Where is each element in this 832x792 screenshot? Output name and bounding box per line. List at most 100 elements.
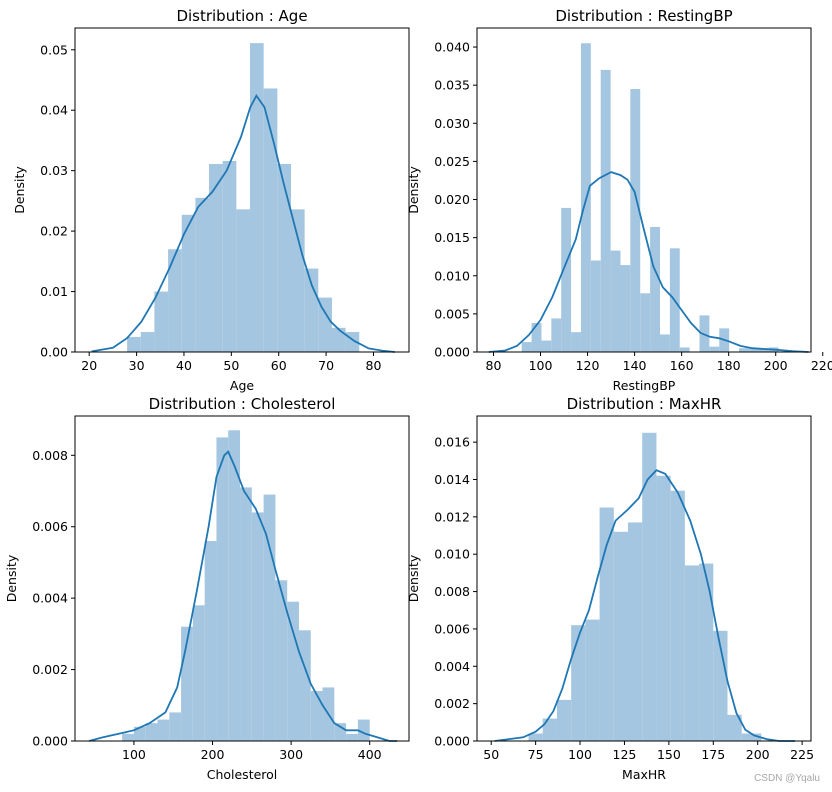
histogram-bar xyxy=(334,723,347,741)
histogram-bar xyxy=(613,531,629,741)
subplot-restingbp: 80 100 120 140 160 180 200 220 0.000 0.005 0.010 0.… xyxy=(406,7,832,393)
histogram-bar xyxy=(561,207,572,352)
histogram-bar xyxy=(310,691,323,741)
x-axis-label: RestingBP xyxy=(613,378,676,393)
histogram-bar xyxy=(154,291,169,352)
histogram-bar xyxy=(727,714,742,741)
histogram-bar xyxy=(298,630,311,741)
x-tick-label: 200 xyxy=(201,747,225,762)
x-tick-label: 50 xyxy=(483,747,499,762)
histogram-bar xyxy=(741,733,756,741)
y-tick-label: 0.000 xyxy=(434,734,470,749)
histogram-bar xyxy=(290,209,305,352)
x-tick-label: 160 xyxy=(670,358,694,373)
histogram-bar xyxy=(250,43,264,352)
x-tick-label: 140 xyxy=(623,358,647,373)
histogram-bar xyxy=(748,348,759,352)
y-tick-label: 0.035 xyxy=(434,78,470,93)
y-tick-label: 0.010 xyxy=(434,268,470,283)
histogram-bar xyxy=(133,726,146,741)
histogram-bar xyxy=(739,348,749,352)
x-tick-label: 75 xyxy=(528,747,544,762)
x-tick-label: 300 xyxy=(279,747,303,762)
x-tick-label: 80 xyxy=(366,358,382,373)
x-axis-label: MaxHR xyxy=(622,767,666,782)
axes-frame xyxy=(74,415,410,742)
y-tick-label: 0.025 xyxy=(434,154,470,169)
histogram-bar xyxy=(599,507,614,741)
y-tick-label: 0.04 xyxy=(40,103,68,118)
histogram-bar xyxy=(240,487,252,741)
x-tick-label: 100 xyxy=(122,747,146,762)
histogram-bar xyxy=(758,348,769,352)
y-tick-label: 0.014 xyxy=(434,472,470,487)
y-tick-label: 0.002 xyxy=(434,696,470,711)
axes-frame xyxy=(476,27,812,353)
histogram-bar xyxy=(670,490,685,741)
histogram-bar xyxy=(122,733,134,741)
subplot-maxhr: 50 75 100 125 150 175 200 225 0.000 0.002 0.004 0.0… xyxy=(406,395,814,782)
histogram-bar xyxy=(585,619,600,741)
y-axis-label: Density xyxy=(12,166,27,214)
y-tick-label: 0.006 xyxy=(32,519,68,534)
y-tick-label: 0.010 xyxy=(434,547,470,562)
watermark: CSDN @Yqalu xyxy=(754,773,820,784)
histogram-bar xyxy=(640,293,651,352)
x-tick-label: 70 xyxy=(318,358,334,373)
y-axis-label: Density xyxy=(406,554,421,602)
x-tick-label: 120 xyxy=(576,358,600,373)
histogram-bar xyxy=(541,340,552,352)
histogram-bar xyxy=(195,197,210,352)
histogram-bar xyxy=(157,719,170,741)
x-tick-label: 225 xyxy=(790,747,814,762)
y-tick-label: 0.015 xyxy=(434,230,470,245)
histogram-bar xyxy=(620,265,631,352)
histogram-bar xyxy=(531,323,542,352)
subplot-age: 20 30 40 50 60 70 80 0.00 0.01 0.02 0.03 0.04 0.05 Di… xyxy=(12,7,410,393)
histogram-bar xyxy=(699,563,714,741)
histogram-bar xyxy=(542,718,557,741)
x-tick-label: 100 xyxy=(529,358,553,373)
x-tick-label: 30 xyxy=(129,358,145,373)
x-axis-label: Cholesterol xyxy=(207,767,278,782)
chart-title: Distribution : Age xyxy=(176,7,307,25)
histogram-bar xyxy=(277,164,291,352)
y-tick-label: 0.004 xyxy=(434,659,470,674)
x-tick-label: 125 xyxy=(613,747,637,762)
histogram-bar xyxy=(590,260,601,352)
y-tick-label: 0.030 xyxy=(434,116,470,131)
axes-frame xyxy=(74,27,410,353)
x-tick-label: 200 xyxy=(764,358,788,373)
histogram-bar xyxy=(630,88,641,353)
histogram-bar xyxy=(659,334,670,352)
histogram-bar xyxy=(571,332,581,352)
histogram-bar xyxy=(287,601,299,741)
kde-line xyxy=(88,450,398,742)
x-tick-label: 180 xyxy=(717,358,741,373)
y-tick-label: 0.004 xyxy=(32,591,68,606)
histogram-bar xyxy=(275,580,288,741)
x-tick-label: 60 xyxy=(271,358,287,373)
x-tick-label: 150 xyxy=(657,747,681,762)
histogram-bar xyxy=(318,297,332,352)
y-tick-label: 0.03 xyxy=(40,163,68,178)
x-tick-label: 50 xyxy=(223,358,239,373)
y-tick-label: 0.040 xyxy=(434,40,470,55)
histogram-bar xyxy=(228,430,241,741)
histogram-bar xyxy=(181,214,196,352)
x-tick-label: 200 xyxy=(746,747,770,762)
histogram-bar xyxy=(571,625,586,741)
y-tick-label: 0.002 xyxy=(32,662,68,677)
y-tick-label: 0.000 xyxy=(32,734,68,749)
histogram-bar xyxy=(521,342,532,352)
histogram-bar xyxy=(169,712,182,741)
subplot-cholesterol: 100 200 300 400 0.000 0.002 0.004 0.006 0.008 Dis… xyxy=(4,395,410,782)
y-tick-label: 0.05 xyxy=(40,42,68,57)
histogram-bar xyxy=(650,226,660,352)
histogram-bar xyxy=(168,249,182,352)
y-tick-label: 0.020 xyxy=(434,192,470,207)
y-tick-label: 0.006 xyxy=(434,621,470,636)
histogram-bar xyxy=(331,327,346,352)
histogram-bar xyxy=(192,605,205,741)
